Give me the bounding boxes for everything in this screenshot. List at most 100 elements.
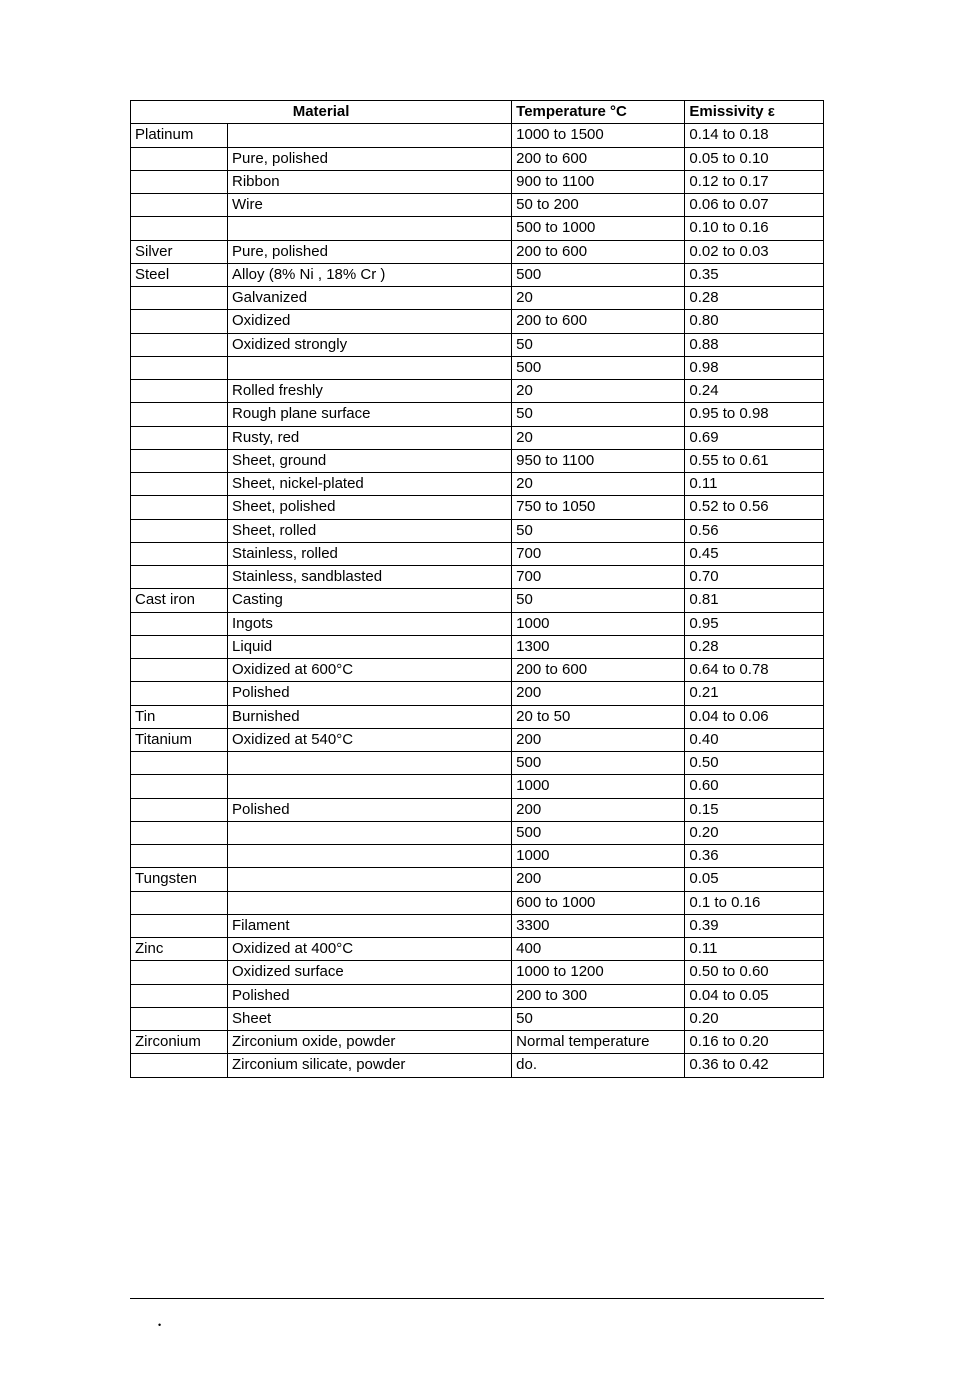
cell-temperature: 50 <box>512 1007 685 1030</box>
cell-emissivity: 0.56 <box>685 519 824 542</box>
cell-temperature: 20 <box>512 473 685 496</box>
table-row: SteelAlloy (8% Ni , 18% Cr )5000.35 <box>131 263 824 286</box>
cell-temperature: 500 <box>512 356 685 379</box>
cell-material <box>131 1054 228 1077</box>
table-row: Filament33000.39 <box>131 914 824 937</box>
footer-divider: • <box>130 1298 824 1333</box>
cell-description: Oxidized at 400°C <box>228 938 512 961</box>
cell-emissivity: 0.04 to 0.05 <box>685 984 824 1007</box>
cell-emissivity: 0.36 to 0.42 <box>685 1054 824 1077</box>
table-row: TinBurnished20 to 500.04 to 0.06 <box>131 705 824 728</box>
cell-description: Rusty, red <box>228 426 512 449</box>
header-material: Material <box>131 101 512 124</box>
cell-description: Ingots <box>228 612 512 635</box>
cell-temperature: 750 to 1050 <box>512 496 685 519</box>
cell-material: Titanium <box>131 728 228 751</box>
table-row: Oxidized strongly500.88 <box>131 333 824 356</box>
cell-material <box>131 519 228 542</box>
cell-emissivity: 0.70 <box>685 566 824 589</box>
cell-emissivity: 0.12 to 0.17 <box>685 170 824 193</box>
cell-description: Casting <box>228 589 512 612</box>
cell-material <box>131 310 228 333</box>
cell-emissivity: 0.69 <box>685 426 824 449</box>
cell-temperature: 700 <box>512 542 685 565</box>
cell-emissivity: 0.20 <box>685 1007 824 1030</box>
header-temperature: Temperature °C <box>512 101 685 124</box>
cell-material <box>131 287 228 310</box>
cell-material <box>131 496 228 519</box>
cell-material <box>131 356 228 379</box>
cell-temperature: 500 <box>512 752 685 775</box>
table-row: Stainless, rolled7000.45 <box>131 542 824 565</box>
cell-description <box>228 845 512 868</box>
cell-emissivity: 0.80 <box>685 310 824 333</box>
table-row: Pure, polished200 to 6000.05 to 0.10 <box>131 147 824 170</box>
cell-material <box>131 1007 228 1030</box>
cell-temperature: 3300 <box>512 914 685 937</box>
cell-temperature: 600 to 1000 <box>512 891 685 914</box>
cell-material <box>131 659 228 682</box>
cell-emissivity: 0.11 <box>685 938 824 961</box>
cell-material <box>131 775 228 798</box>
cell-material <box>131 914 228 937</box>
cell-description: Oxidized <box>228 310 512 333</box>
table-row: 600 to 10000.1 to 0.16 <box>131 891 824 914</box>
table-row: Oxidized surface1000 to 12000.50 to 0.60 <box>131 961 824 984</box>
cell-emissivity: 0.14 to 0.18 <box>685 124 824 147</box>
cell-description: Sheet, rolled <box>228 519 512 542</box>
cell-material <box>131 403 228 426</box>
cell-description: Rough plane surface <box>228 403 512 426</box>
cell-description: Burnished <box>228 705 512 728</box>
cell-description: Filament <box>228 914 512 937</box>
table-row: 10000.36 <box>131 845 824 868</box>
cell-emissivity: 0.36 <box>685 845 824 868</box>
cell-material: Zirconium <box>131 1031 228 1054</box>
table-row: Oxidized at 600°C200 to 6000.64 to 0.78 <box>131 659 824 682</box>
cell-description: Sheet, nickel-plated <box>228 473 512 496</box>
table-row: Sheet, ground950 to 11000.55 to 0.61 <box>131 449 824 472</box>
cell-temperature: 200 to 600 <box>512 659 685 682</box>
cell-temperature: 50 <box>512 333 685 356</box>
cell-material <box>131 333 228 356</box>
cell-description: Ribbon <box>228 170 512 193</box>
cell-temperature: 200 to 600 <box>512 147 685 170</box>
cell-material <box>131 961 228 984</box>
table-row: 5000.98 <box>131 356 824 379</box>
cell-temperature: do. <box>512 1054 685 1077</box>
cell-material: Platinum <box>131 124 228 147</box>
cell-emissivity: 0.21 <box>685 682 824 705</box>
cell-emissivity: 0.05 to 0.10 <box>685 147 824 170</box>
cell-temperature: 200 to 300 <box>512 984 685 1007</box>
cell-temperature: 20 <box>512 287 685 310</box>
cell-emissivity: 0.98 <box>685 356 824 379</box>
table-row: 10000.60 <box>131 775 824 798</box>
table-row: 5000.20 <box>131 821 824 844</box>
cell-emissivity: 0.35 <box>685 263 824 286</box>
cell-description <box>228 124 512 147</box>
cell-description: Oxidized strongly <box>228 333 512 356</box>
cell-temperature: 400 <box>512 938 685 961</box>
cell-description: Pure, polished <box>228 240 512 263</box>
cell-emissivity: 0.05 <box>685 868 824 891</box>
table-row: Rough plane surface500.95 to 0.98 <box>131 403 824 426</box>
cell-description <box>228 775 512 798</box>
cell-material <box>131 542 228 565</box>
table-header-row: Material Temperature °C Emissivity ε <box>131 101 824 124</box>
cell-emissivity: 0.95 <box>685 612 824 635</box>
cell-material <box>131 612 228 635</box>
cell-material: Tungsten <box>131 868 228 891</box>
cell-description: Pure, polished <box>228 147 512 170</box>
cell-material: Silver <box>131 240 228 263</box>
table-row: Stainless, sandblasted7000.70 <box>131 566 824 589</box>
cell-description: Oxidized at 600°C <box>228 659 512 682</box>
cell-description: Polished <box>228 798 512 821</box>
table-row: ZincOxidized at 400°C4000.11 <box>131 938 824 961</box>
cell-material <box>131 682 228 705</box>
table-row: Rolled freshly200.24 <box>131 380 824 403</box>
cell-temperature: 200 <box>512 798 685 821</box>
cell-temperature: 200 to 600 <box>512 310 685 333</box>
cell-material <box>131 635 228 658</box>
table-row: Polished2000.21 <box>131 682 824 705</box>
table-row: Sheet, polished750 to 10500.52 to 0.56 <box>131 496 824 519</box>
cell-material <box>131 798 228 821</box>
